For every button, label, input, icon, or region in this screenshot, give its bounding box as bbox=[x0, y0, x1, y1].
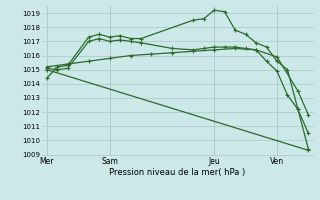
X-axis label: Pression niveau de la mer( hPa ): Pression niveau de la mer( hPa ) bbox=[109, 168, 246, 177]
